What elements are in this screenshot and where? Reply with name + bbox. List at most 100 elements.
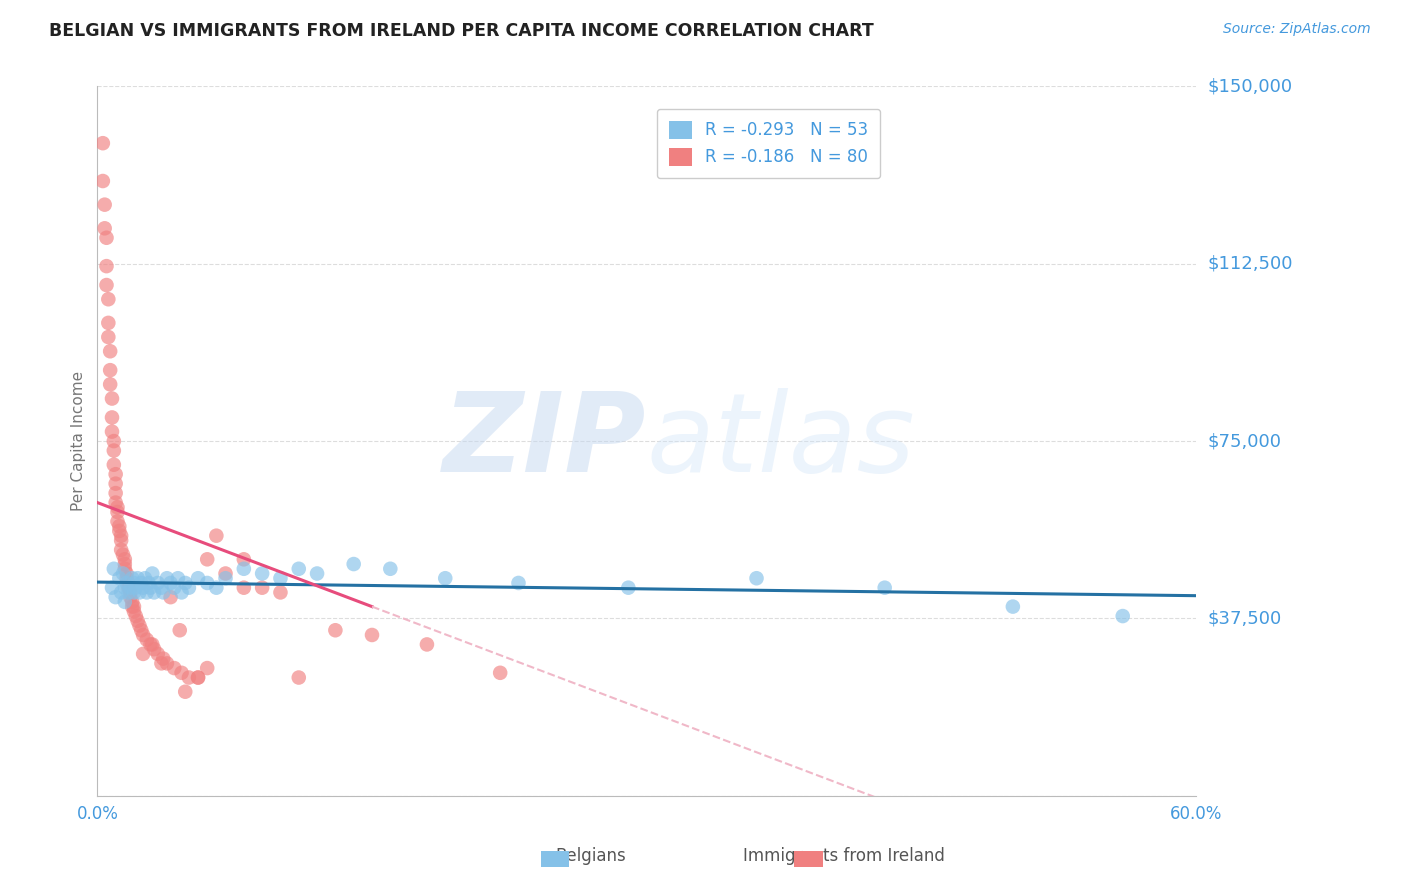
Point [97,330,120,344]
Point [117,581,139,595]
Point [250,566,273,581]
Point [132,581,155,595]
Point [96,231,118,245]
Point [97,316,120,330]
Legend: R = -0.293   N = 53, R = -0.186   N = 80: R = -0.293 N = 53, R = -0.186 N = 80 [657,109,880,178]
Point [101,425,124,439]
Text: $75,000: $75,000 [1208,432,1281,450]
Point [1112,609,1135,624]
Point [127,614,149,628]
Point [93,197,115,211]
Point [117,576,139,591]
Point [97,292,120,306]
Point [121,595,143,609]
Point [103,443,125,458]
Point [91,174,114,188]
Point [122,576,145,591]
Point [195,576,218,591]
Point [174,576,197,591]
Point [187,571,209,585]
Point [139,581,162,595]
Point [489,665,512,680]
Point [163,581,186,595]
Point [101,392,124,406]
Point [96,278,118,293]
Point [135,632,157,647]
Point [174,684,197,698]
Point [115,576,138,591]
Point [128,585,150,599]
Point [269,585,291,599]
Point [508,576,530,591]
Point [120,585,142,599]
Point [120,590,142,604]
Point [127,571,149,585]
Point [187,671,209,685]
Point [134,571,156,585]
Point [98,377,121,392]
Text: Immigrants from Ireland: Immigrants from Ireland [742,847,945,865]
Point [111,566,134,581]
Point [114,581,136,595]
Point [745,571,768,585]
Point [170,585,193,599]
Point [98,344,121,359]
Point [107,500,129,515]
Point [122,585,145,599]
Point [287,671,309,685]
Point [91,136,114,151]
Point [177,671,200,685]
Point [110,585,132,599]
Point [132,647,155,661]
Point [103,458,125,472]
Point [143,585,166,599]
Point [250,581,273,595]
Point [156,657,179,671]
Point [96,259,118,273]
Y-axis label: Per Capita Income: Per Capita Income [72,371,86,511]
Point [120,581,142,595]
Point [152,651,174,665]
Point [150,581,173,595]
Text: $150,000: $150,000 [1208,78,1292,95]
Point [93,221,115,235]
Point [152,585,174,599]
Point [307,566,329,581]
Point [104,467,127,482]
Point [159,576,181,591]
Point [115,571,138,585]
Point [110,529,132,543]
Text: atlas: atlas [647,388,915,494]
Text: $112,500: $112,500 [1208,255,1292,273]
Point [232,552,254,566]
Point [177,581,200,595]
Point [114,562,136,576]
Point [416,637,439,651]
Point [114,595,136,609]
Point [125,609,148,624]
Point [205,581,228,595]
Point [107,515,129,529]
Point [121,571,143,585]
Point [129,576,152,591]
Text: ZIP: ZIP [443,388,647,494]
Point [156,571,179,585]
Text: Source: ZipAtlas.com: Source: ZipAtlas.com [1223,22,1371,37]
Point [107,505,129,519]
Point [115,566,138,581]
Point [214,566,236,581]
Point [150,657,173,671]
Point [101,410,124,425]
Point [103,434,125,449]
Point [104,495,127,509]
Point [114,557,136,571]
Point [361,628,384,642]
Point [1001,599,1024,614]
Point [139,637,162,651]
Point [325,624,347,638]
Point [434,571,457,585]
Point [214,571,236,585]
Point [195,552,218,566]
Point [117,585,139,599]
Point [121,599,143,614]
